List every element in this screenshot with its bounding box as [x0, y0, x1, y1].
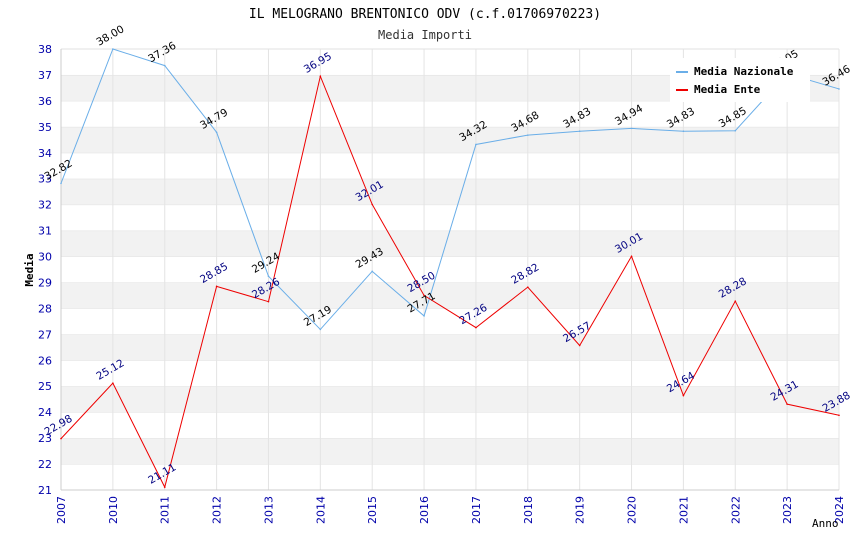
- x-tick-label: 2021: [677, 496, 690, 524]
- y-axis: 21 22 23 24 25 26 27 28 29 30 31 32 33 34 35 36 37 38: [38, 43, 52, 497]
- data-point: [112, 382, 114, 384]
- grid-band: [61, 204, 839, 231]
- grid-band: [61, 386, 839, 413]
- grid-band: [61, 464, 839, 490]
- x-axis-label: Anno: [812, 517, 839, 530]
- x-tick-label: 2012: [211, 496, 224, 524]
- grid-band: [61, 412, 839, 439]
- x-tick-label: 2013: [262, 496, 275, 524]
- y-tick-label: 29: [38, 276, 52, 289]
- grid-band: [61, 178, 839, 205]
- y-tick-label: 24: [38, 406, 52, 419]
- chart-subtitle: Media Importi: [378, 28, 472, 42]
- x-tick-label: 2024: [833, 496, 846, 524]
- data-point: [578, 130, 581, 133]
- data-point: [527, 286, 529, 288]
- y-tick-label: 28: [38, 302, 52, 315]
- data-point: [630, 255, 633, 258]
- y-tick-label: 22: [38, 458, 52, 471]
- data-point: [838, 88, 840, 90]
- y-tick-label: 32: [38, 199, 52, 212]
- x-tick-label: 2022: [729, 496, 742, 524]
- x-tick-label: 2015: [366, 496, 379, 524]
- data-point: [630, 127, 633, 130]
- data-point: [215, 285, 218, 288]
- grid-band: [61, 100, 839, 127]
- y-axis-label: Media: [23, 253, 36, 286]
- y-tick-label: 25: [38, 380, 52, 393]
- data-point: [319, 328, 322, 331]
- data-label: 38.00: [94, 23, 126, 48]
- x-tick-label: 2023: [781, 496, 794, 524]
- data-point: [215, 131, 218, 134]
- legend-box: [670, 58, 810, 102]
- data-point: [734, 129, 737, 132]
- x-tick-label: 2010: [107, 496, 120, 524]
- data-point: [475, 143, 477, 146]
- data-point: [371, 270, 374, 273]
- grid-band: [61, 360, 839, 387]
- data-point: [786, 403, 788, 405]
- data-point: [163, 486, 166, 488]
- data-point: [423, 294, 425, 297]
- data-point: [578, 344, 581, 347]
- grid-band: [61, 256, 839, 283]
- data-point: [475, 326, 477, 329]
- x-axis: 2007 2010 2011 2012 2013 2014 2015 2016 2017 2018…: [55, 496, 846, 524]
- x-tick-label: 2017: [470, 496, 483, 524]
- y-tick-label: 36: [38, 95, 52, 108]
- x-tick-label: 2019: [574, 496, 587, 524]
- data-point: [423, 315, 425, 317]
- x-tick-label: 2018: [522, 496, 535, 524]
- data-point: [163, 64, 166, 67]
- y-tick-label: 26: [38, 354, 52, 367]
- series-line-ente: [60, 74, 840, 489]
- data-point: [682, 394, 685, 397]
- data-point: [60, 182, 62, 185]
- data-point: [60, 437, 62, 440]
- legend-label-ente: Media Ente: [694, 83, 761, 96]
- legend-label-nazionale: Media Nazionale: [694, 65, 794, 78]
- y-tick-label: 38: [38, 43, 52, 56]
- data-point: [267, 300, 270, 303]
- grid-band: [61, 282, 839, 309]
- data-point: [734, 300, 737, 302]
- grid-band: [61, 308, 839, 335]
- data-point: [682, 130, 685, 133]
- grid-band: [61, 230, 839, 257]
- y-tick-label: 34: [38, 147, 52, 160]
- chart-title: IL MELOGRANO BRENTONICO ODV (c.f.0170697…: [249, 7, 601, 22]
- series-line-nazionale: [60, 48, 840, 331]
- grid-bands: [60, 48, 840, 491]
- y-tick-label: 21: [38, 484, 52, 497]
- data-point: [527, 134, 529, 136]
- y-tick-label: 31: [38, 225, 52, 238]
- y-tick-label: 27: [38, 328, 52, 341]
- y-tick-label: 35: [38, 121, 52, 134]
- y-tick-label: 37: [38, 69, 52, 82]
- data-point: [319, 75, 322, 78]
- data-point: [371, 203, 374, 206]
- data-point: [838, 414, 840, 417]
- x-tick-label: 2014: [314, 496, 327, 524]
- y-tick-label: 33: [38, 173, 52, 186]
- y-tick-label: 30: [38, 251, 52, 264]
- x-tick-label: 2007: [55, 496, 68, 524]
- grid-band: [61, 334, 839, 361]
- legend: Media Nazionale Media Ente: [670, 58, 810, 102]
- x-tick-label: 2016: [418, 496, 431, 524]
- data-point: [112, 48, 114, 50]
- x-tick-label: 2011: [159, 496, 172, 524]
- series-lines: [60, 48, 840, 489]
- x-tick-label: 2020: [626, 496, 639, 524]
- grid-band: [61, 152, 839, 179]
- y-tick-label: 23: [38, 432, 52, 445]
- data-point: [267, 275, 270, 278]
- grid-band: [61, 438, 839, 465]
